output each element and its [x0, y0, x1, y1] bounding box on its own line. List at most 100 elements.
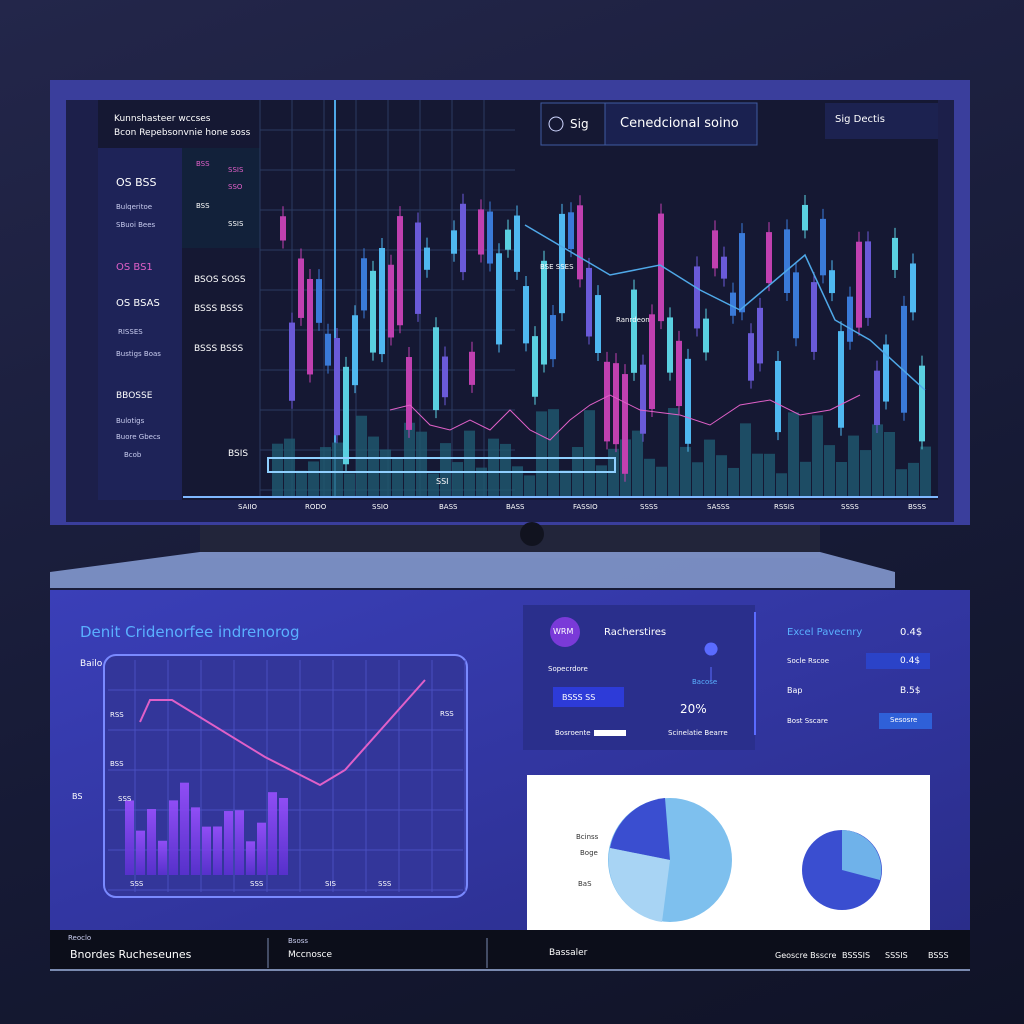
- candle: [712, 230, 718, 269]
- sidebar-item: Bulqeritoe: [116, 203, 153, 211]
- x-label: RSSIS: [774, 503, 795, 511]
- column-item: BSSS BSSS: [194, 304, 244, 314]
- column-item: SSIS: [228, 220, 244, 228]
- candle: [667, 317, 673, 373]
- area-bar: [908, 462, 919, 497]
- area-bar: [416, 431, 427, 497]
- x-label: SAIIO: [238, 503, 258, 511]
- bar: [158, 840, 167, 875]
- candle: [298, 258, 304, 318]
- candle: [541, 260, 547, 365]
- area-bar: [836, 462, 847, 497]
- stats-value: Sesosre: [890, 716, 918, 724]
- candle: [838, 331, 844, 428]
- range-box: [267, 457, 616, 473]
- widget-bar: [594, 730, 626, 736]
- chart-x: SSS: [130, 880, 144, 888]
- x-label: SASSS: [707, 503, 730, 511]
- candle: [424, 247, 430, 270]
- widget-row: Sopecrdore: [548, 665, 588, 673]
- candle: [892, 237, 898, 270]
- area-bar: [656, 466, 667, 497]
- x-label: BASS: [506, 503, 525, 511]
- candle: [334, 337, 340, 436]
- candle: [361, 258, 367, 311]
- x-label: SSSS: [841, 503, 859, 511]
- area-bar: [668, 408, 679, 497]
- column-item: SSIS: [228, 166, 244, 174]
- candle: [802, 204, 808, 231]
- sidebar-item: RISSES: [118, 328, 143, 336]
- pie-label: BaS: [578, 880, 592, 888]
- bar: [191, 807, 200, 875]
- area-bar: [896, 469, 907, 497]
- area-bar: [824, 445, 835, 497]
- column-item: BSOS SOSS: [194, 275, 246, 285]
- candle: [694, 266, 700, 329]
- candle: [649, 314, 655, 409]
- sidebar-item: Bustigs Boas: [116, 350, 161, 358]
- area-bar: [920, 446, 931, 497]
- area-bar: [308, 461, 319, 497]
- area-bar: [704, 439, 715, 497]
- area-bar: [800, 461, 811, 497]
- widget-row: Scinelatie Bearre: [668, 729, 728, 737]
- header-title-box: [604, 102, 758, 146]
- candle: [343, 366, 349, 465]
- area-bar: [692, 462, 703, 497]
- stats-title: Excel Pavecnry: [787, 627, 863, 638]
- candle: [631, 289, 637, 373]
- candle: [901, 305, 907, 413]
- candle: [703, 318, 709, 353]
- x-label: SSIO: [372, 503, 389, 511]
- area-bar: [344, 473, 355, 497]
- area-bar: [440, 443, 451, 497]
- candle: [856, 241, 862, 328]
- annotation: SSI: [436, 477, 449, 486]
- candle: [577, 205, 583, 280]
- area-bar: [740, 423, 751, 497]
- candle: [397, 216, 403, 326]
- sidebar: [98, 148, 182, 500]
- area-bar: [716, 455, 727, 497]
- stats-title-value: 0.4$: [900, 627, 923, 638]
- candle: [307, 278, 313, 375]
- area-bar: [776, 473, 787, 497]
- monitor-base: [50, 552, 895, 588]
- line-chart-line: [139, 679, 426, 787]
- panel-title: Denit Cridenorfee indrenorog: [80, 623, 300, 641]
- stats-value: 0.4$: [900, 656, 921, 666]
- annotation: BSE SSES: [540, 263, 574, 271]
- column-item: BSS: [196, 160, 210, 168]
- bar: [180, 782, 189, 875]
- footer-text: Reoclo: [68, 934, 92, 942]
- area-bar: [584, 410, 595, 497]
- stats-field: [866, 653, 930, 669]
- candle: [685, 358, 691, 444]
- candle: [523, 286, 529, 344]
- area-bar: [392, 458, 403, 497]
- area-bar: [500, 443, 511, 497]
- area-bar: [476, 467, 487, 497]
- x-label: FASSIO: [573, 503, 598, 511]
- footer-text: Mccnosce: [288, 950, 333, 960]
- area-bar: [332, 442, 343, 497]
- candles: [272, 193, 931, 497]
- sidebar-item: OS BSAS: [116, 298, 160, 309]
- candle: [919, 365, 925, 442]
- area-bar: [536, 411, 547, 497]
- footer-text: SSSIS: [885, 951, 908, 960]
- candle: [559, 213, 565, 314]
- header-icon: [548, 116, 564, 132]
- candle: [352, 315, 358, 386]
- header-icon-label: Sig: [570, 117, 589, 131]
- candle: [496, 253, 502, 345]
- area-bar: [512, 466, 523, 497]
- candle: [568, 212, 574, 250]
- candle: [757, 307, 763, 364]
- candle: [613, 363, 619, 445]
- pink-line: [389, 394, 861, 441]
- bar: [257, 822, 266, 875]
